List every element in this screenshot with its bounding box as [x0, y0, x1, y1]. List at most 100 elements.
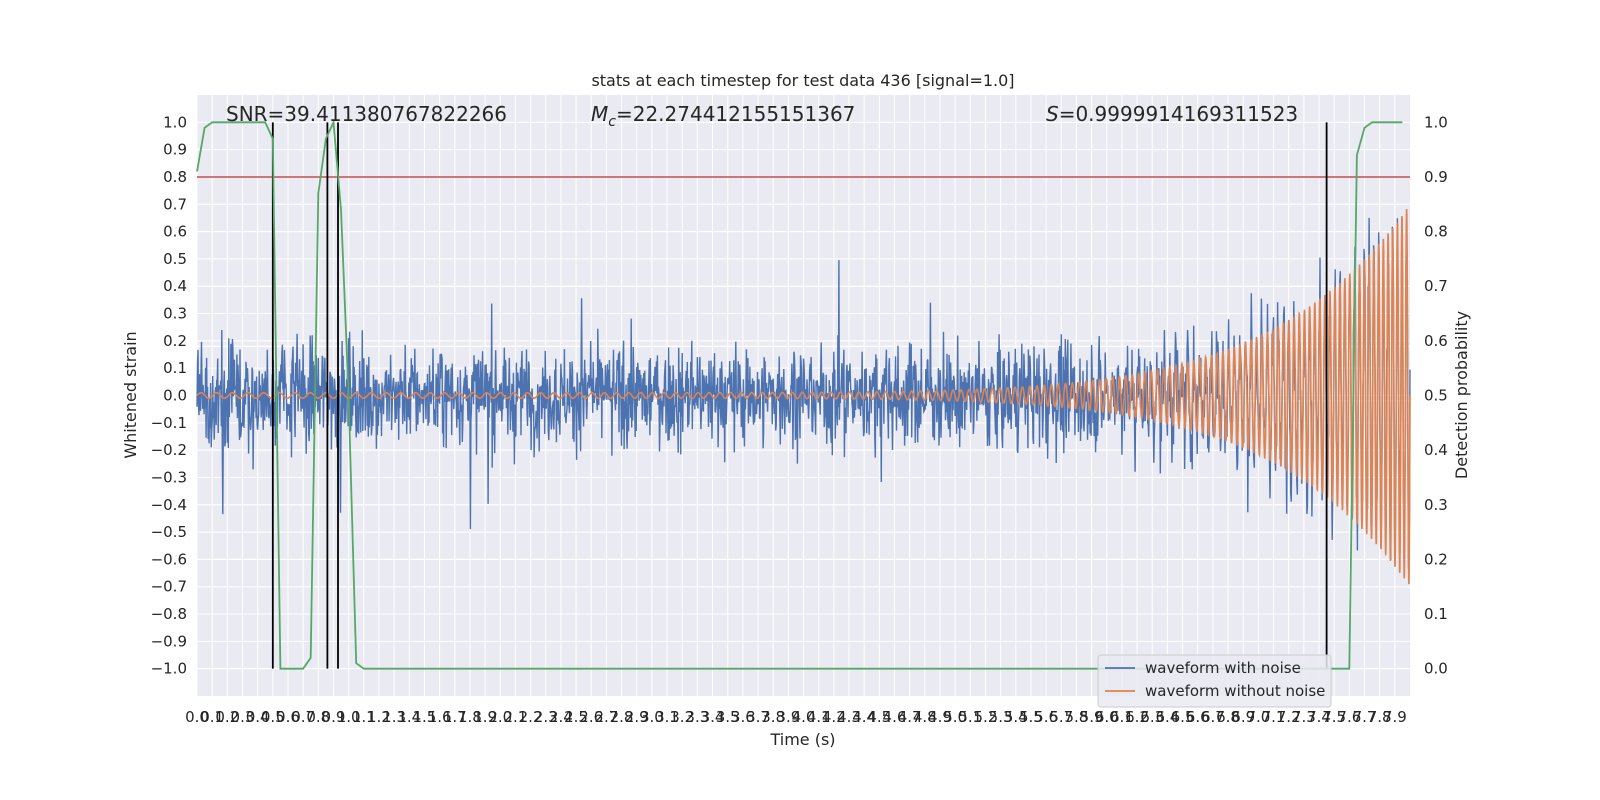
x-tick-label: 3.6	[731, 708, 755, 726]
x-tick-label: 7.8	[1368, 708, 1392, 726]
x-tick-label: 5.1	[958, 708, 982, 726]
x-tick-label: 0.9	[322, 708, 346, 726]
x-tick-label: 2.1	[503, 708, 527, 726]
x-tick-label: 0.1	[200, 708, 224, 726]
x-tick-label: 3.5	[716, 708, 740, 726]
y-tick-label: −0.8	[151, 605, 187, 623]
x-tick-label: 0.0	[185, 708, 209, 726]
y2-tick-label: 0.4	[1424, 441, 1448, 459]
x-axis-label: Time (s)	[769, 730, 835, 749]
y-tick-label: −0.5	[151, 523, 187, 541]
series-detection-probability	[196, 118, 1403, 670]
y-tick-label: −0.2	[151, 441, 187, 459]
x-tick-label: 7.1	[1262, 708, 1286, 726]
detection-markers	[271, 122, 1328, 669]
x-tick-label: 5.6	[1034, 708, 1058, 726]
x-tick-label: 7.2	[1277, 708, 1301, 726]
x-tick-label: 2.0	[488, 708, 512, 726]
x-tick-label: 7.0	[1246, 708, 1270, 726]
y2-tick-label: 0.2	[1424, 550, 1448, 568]
tick-labels: 0.00.10.20.30.40.50.60.70.80.91.01.11.21…	[151, 113, 1448, 726]
y-tick-label: −1.0	[151, 660, 187, 678]
x-tick-label: 6.7	[1201, 708, 1225, 726]
x-tick-label: 5.9	[1080, 708, 1104, 726]
x-tick-label: 4.0	[792, 708, 816, 726]
chirp-mass-value: =22.274412155151367	[616, 102, 855, 126]
series-waveform-with-noise	[196, 217, 1411, 569]
x-tick-label: 3.9	[776, 708, 800, 726]
x-tick-label: 2.4	[549, 708, 573, 726]
x-tick-label: 0.8	[306, 708, 330, 726]
x-tick-label: 1.7	[443, 708, 467, 726]
x-tick-label: 4.7	[898, 708, 922, 726]
y-tick-label: 0.4	[163, 277, 187, 295]
y-tick-label: −0.7	[151, 578, 187, 596]
legend-label-noise: waveform with noise	[1145, 659, 1301, 677]
y-tick-label: 0.6	[163, 223, 187, 241]
x-tick-label: 1.5	[413, 708, 437, 726]
x-tick-label: 1.0	[337, 708, 361, 726]
x-tick-label: 0.6	[276, 708, 300, 726]
x-tick-label: 5.5	[1019, 708, 1043, 726]
x-tick-label: 4.8	[913, 708, 937, 726]
y-tick-label: 0.9	[163, 141, 187, 159]
x-tick-label: 6.2	[1125, 708, 1149, 726]
x-tick-label: 5.2	[974, 708, 998, 726]
y-axis-label: Whitened strain	[121, 331, 140, 458]
x-tick-label: 4.6	[883, 708, 907, 726]
x-tick-label: 5.3	[989, 708, 1013, 726]
x-tick-label: 7.5	[1322, 708, 1346, 726]
y2-tick-label: 0.6	[1424, 332, 1448, 350]
x-tick-label: 3.3	[685, 708, 709, 726]
chirp-mass-subscript: c	[608, 114, 616, 130]
legend: waveform with noise waveform without noi…	[1097, 654, 1332, 708]
series-waveform-without-noise	[196, 208, 1411, 585]
x-tick-label: 3.7	[746, 708, 770, 726]
x-tick-label: 2.2	[519, 708, 543, 726]
x-tick-label: 2.3	[534, 708, 558, 726]
x-tick-label: 6.9	[1231, 708, 1255, 726]
x-tick-label: 3.2	[670, 708, 694, 726]
x-tick-label: 1.9	[473, 708, 497, 726]
x-tick-label: 1.6	[428, 708, 452, 726]
x-tick-label: 6.0	[1095, 708, 1119, 726]
y-tick-label: 0.0	[163, 387, 187, 405]
significance-symbol: S	[1046, 102, 1059, 126]
x-tick-label: 4.4	[852, 708, 876, 726]
x-tick-label: 7.7	[1353, 708, 1377, 726]
chart-title: stats at each timestep for test data 436…	[591, 71, 1014, 90]
legend-box	[1097, 654, 1332, 708]
x-tick-label: 4.3	[837, 708, 861, 726]
noise-waveform-line	[196, 217, 1411, 569]
y-tick-label: 0.2	[163, 332, 187, 350]
x-tick-label: 4.1	[807, 708, 831, 726]
clean-waveform-line	[196, 208, 1411, 585]
x-tick-label: 3.4	[701, 708, 725, 726]
x-tick-label: 2.9	[625, 708, 649, 726]
y2-tick-label: 0.3	[1424, 496, 1448, 514]
x-tick-label: 2.7	[594, 708, 618, 726]
x-tick-label: 6.3	[1140, 708, 1164, 726]
y2-tick-label: 1.0	[1424, 113, 1448, 131]
detection-probability-line	[196, 118, 1403, 670]
y2-tick-label: 0.9	[1424, 168, 1448, 186]
x-tick-label: 5.7	[1049, 708, 1073, 726]
x-tick-label: 0.4	[246, 708, 270, 726]
y-tick-label: 0.1	[163, 359, 187, 377]
y2-tick-label: 0.7	[1424, 277, 1448, 295]
y-tick-label: 0.5	[163, 250, 187, 268]
significance-value: =0.9999914169311523	[1059, 102, 1298, 126]
x-tick-label: 5.0	[943, 708, 967, 726]
x-tick-label: 0.3	[231, 708, 255, 726]
x-tick-label: 3.0	[640, 708, 664, 726]
x-tick-label: 4.2	[822, 708, 846, 726]
x-tick-label: 4.5	[867, 708, 891, 726]
y-tick-label: 0.8	[163, 168, 187, 186]
x-tick-label: 6.1	[1110, 708, 1134, 726]
x-tick-label: 7.4	[1307, 708, 1331, 726]
y-tick-label: 0.7	[163, 195, 187, 213]
x-tick-label: 3.1	[655, 708, 679, 726]
x-tick-label: 0.2	[215, 708, 239, 726]
y-tick-label: −0.4	[151, 496, 187, 514]
